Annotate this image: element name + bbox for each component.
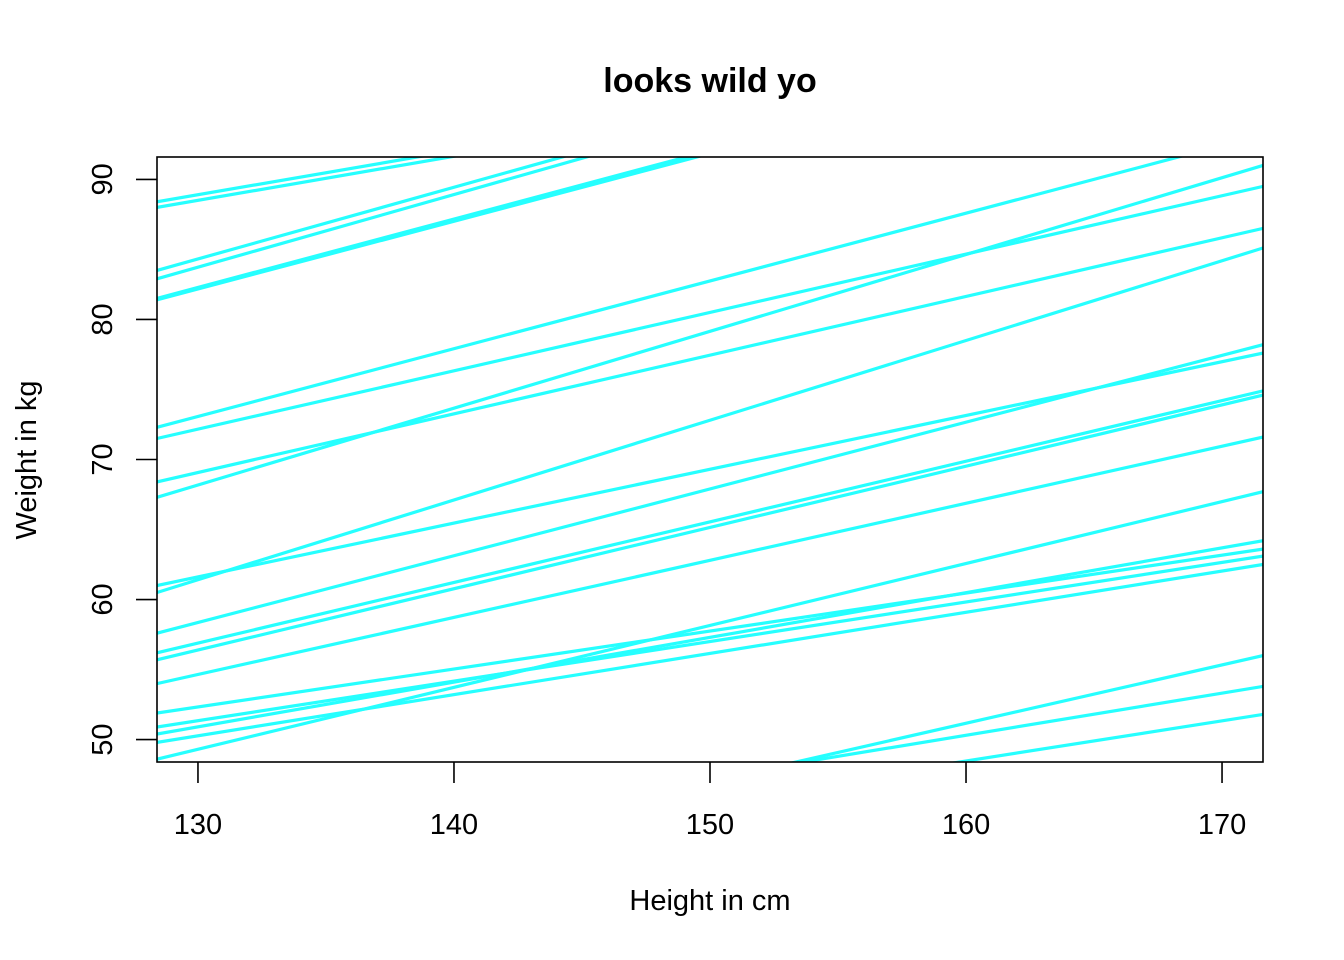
chart-title: looks wild yo <box>603 62 816 100</box>
x-axis-label: Height in cm <box>629 885 790 917</box>
series-line-13 <box>157 343 1263 635</box>
series-layer <box>157 157 1263 762</box>
y-tick-label: 50 <box>87 723 119 755</box>
x-tick-label: 160 <box>942 809 990 841</box>
series-line-21 <box>157 490 1263 761</box>
x-tick-label: 130 <box>174 809 222 841</box>
x-axis: 130 140 150 160 170 <box>174 762 1246 841</box>
series-line-5 <box>157 157 693 300</box>
series-line-9 <box>157 226 1263 484</box>
y-tick-label: 60 <box>87 583 119 615</box>
series-line-1 <box>157 157 427 204</box>
series-line-19 <box>157 539 1263 736</box>
series-line-17 <box>157 547 1263 715</box>
y-tick-label: 90 <box>87 163 119 195</box>
x-tick-label: 170 <box>1198 809 1246 841</box>
series-line-6 <box>157 157 704 302</box>
series-line-7 <box>157 157 1185 429</box>
series-line-2 <box>157 157 460 209</box>
series-line-3 <box>157 157 569 272</box>
y-tick-label: 70 <box>87 443 119 475</box>
series-line-4 <box>157 157 593 281</box>
series-line-10 <box>157 163 1263 499</box>
series-line-20 <box>157 562 1263 744</box>
series-line-12 <box>157 246 1263 595</box>
series-line-22 <box>788 654 1263 762</box>
series-line-16 <box>157 435 1263 686</box>
x-tick-label: 140 <box>430 809 478 841</box>
series-line-8 <box>157 184 1263 441</box>
series-line-14 <box>157 389 1263 655</box>
series-line-23 <box>793 684 1263 762</box>
plot-frame <box>156 156 1264 763</box>
series-line-24 <box>949 712 1263 762</box>
y-axis-label: Weight in kg <box>11 380 43 539</box>
x-tick-label: 150 <box>686 809 734 841</box>
series-line-18 <box>157 554 1263 729</box>
y-tick-label: 80 <box>87 303 119 335</box>
series-line-15 <box>157 393 1263 662</box>
y-axis: 50 60 70 80 90 <box>87 163 157 756</box>
